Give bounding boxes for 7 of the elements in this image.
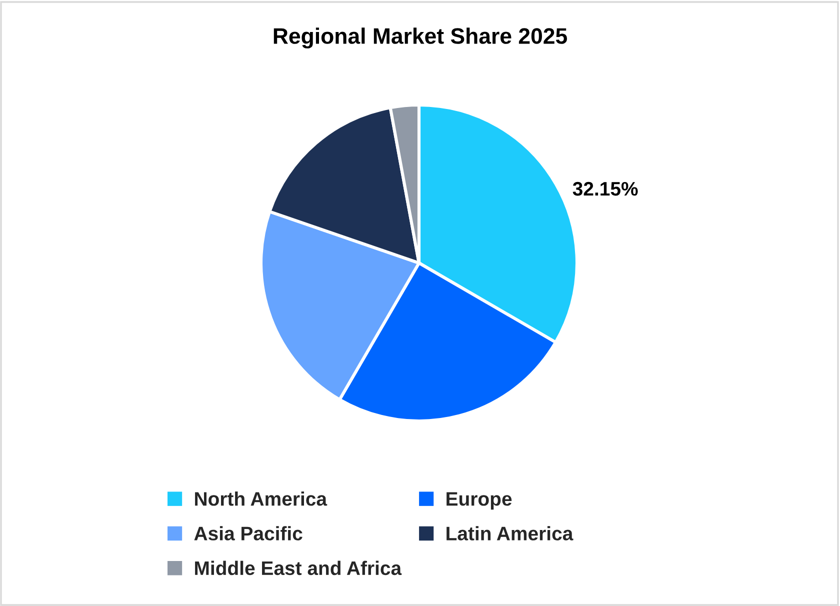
legend-label: Europe — [446, 492, 512, 510]
data-label: 32.15% — [572, 182, 638, 196]
legend-label: Latin America — [446, 526, 574, 540]
legend-label: Middle East and Africa — [195, 560, 402, 576]
legend-label: Asia Pacific — [194, 526, 302, 540]
legend-label: North America — [195, 492, 328, 506]
chart-title: Regional Market Share 2025 — [274, 28, 567, 48]
